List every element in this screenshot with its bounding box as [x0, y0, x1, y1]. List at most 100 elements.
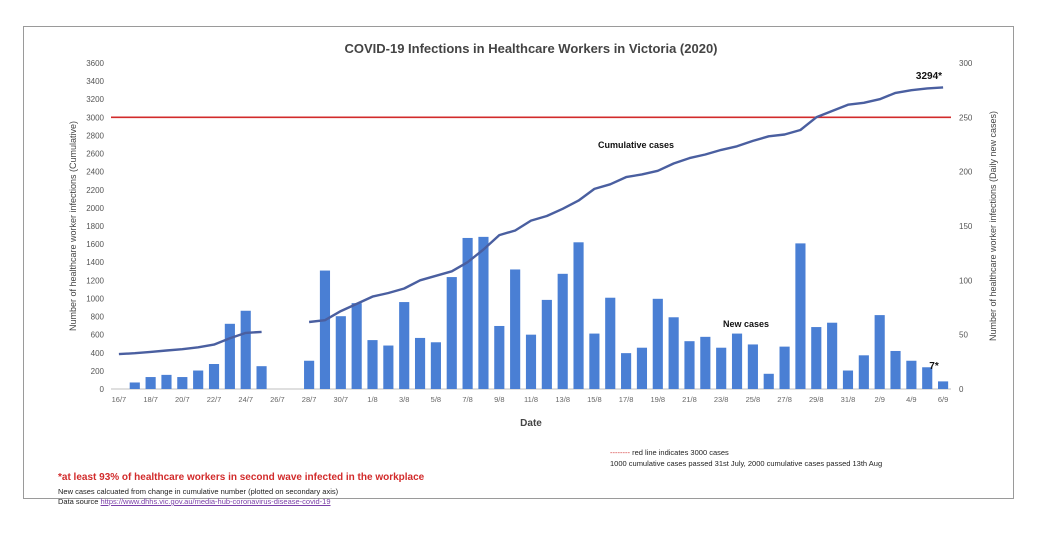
new-cases-bar	[621, 353, 632, 389]
new-cases-bar	[367, 340, 378, 389]
chart-svg: COVID-19 Infections in Healthcare Worker…	[68, 41, 998, 429]
right-y-tick-label: 0	[959, 385, 964, 394]
x-tick-label: 6/9	[938, 395, 948, 404]
x-tick-label: 23/8	[714, 395, 729, 404]
right-y-tick-label: 150	[959, 222, 973, 231]
new-cases-bar	[525, 334, 537, 389]
left-y-tick-label: 600	[91, 331, 105, 340]
x-tick-label: 9/8	[494, 395, 504, 404]
right-y-tick-label: 300	[959, 59, 973, 68]
milestones-note: 1000 cumulative cases passed 31st July, …	[610, 459, 883, 468]
new-cases-bar	[827, 322, 838, 389]
new-cases-bar	[494, 325, 505, 389]
final-cumulative-label: 3294*	[916, 71, 942, 82]
right-y-tick-label: 200	[959, 168, 973, 177]
new-cases-bar	[573, 242, 584, 389]
left-y-tick-label: 0	[100, 385, 105, 394]
new-cases-bar	[589, 333, 600, 389]
x-tick-label: 29/8	[809, 395, 824, 404]
left-y-tick-label: 400	[91, 349, 105, 358]
x-tick-label: 15/8	[587, 395, 602, 404]
new-cases-bar	[779, 346, 790, 389]
x-tick-label: 1/8	[367, 395, 377, 404]
chart-frame: COVID-19 Infections in Healthcare Worker…	[23, 26, 1014, 506]
new-cases-bar	[414, 337, 426, 389]
new-cases-bar	[716, 347, 727, 389]
data-source-label: Data source	[58, 497, 101, 506]
new-cases-label: New cases	[723, 319, 769, 329]
right-y-tick-label: 50	[959, 331, 968, 340]
new-cases-bar	[351, 303, 362, 389]
x-tick-label: 19/8	[650, 395, 665, 404]
x-tick-label: 17/8	[619, 395, 634, 404]
left-y-tick-label: 1000	[86, 294, 104, 303]
data-source-link[interactable]: https://www.dhhs.vic.gov.au/media-hub-co…	[100, 497, 331, 506]
x-tick-label: 26/7	[270, 395, 285, 404]
left-y-tick-label: 3000	[86, 113, 104, 122]
x-tick-label: 21/8	[682, 395, 697, 404]
new-cases-bar	[605, 297, 616, 389]
new-cases-bar	[478, 236, 489, 389]
x-tick-label: 5/8	[431, 395, 441, 404]
new-cases-bar	[652, 298, 663, 389]
new-cases-bar	[446, 277, 457, 389]
new-cases-bar	[858, 355, 869, 389]
left-y-tick-label: 1600	[86, 240, 104, 249]
new-cases-bar	[335, 316, 346, 389]
x-tick-label: 27/8	[777, 395, 792, 404]
calculation-note: New cases calcuated from change in cumul…	[58, 487, 339, 496]
x-tick-label: 25/8	[746, 395, 761, 404]
new-cases-bar	[240, 310, 251, 389]
left-y-tick-label: 2800	[86, 131, 104, 140]
left-y-tick-label: 1200	[86, 276, 104, 285]
left-y-tick-label: 2200	[86, 186, 104, 195]
cumulative-cases-line	[118, 330, 262, 356]
new-cases-bar	[890, 350, 901, 389]
new-cases-bar	[906, 360, 917, 389]
data-source-line: Data source https://www.dhhs.vic.gov.au/…	[58, 497, 331, 506]
x-tick-label: 7/8	[462, 395, 472, 404]
new-cases-bar	[319, 270, 331, 389]
red-line-legend-text: red line indicates 3000 cases	[629, 448, 729, 457]
new-cases-bar	[763, 373, 774, 389]
red-line-legend-dashes: --------	[610, 448, 630, 457]
x-tick-label: 11/8	[524, 395, 538, 404]
new-cases-bar	[874, 315, 885, 389]
right-y-tick-label: 100	[959, 276, 973, 285]
left-y-tick-label: 800	[91, 313, 105, 322]
new-cases-bar	[668, 317, 679, 389]
new-cases-bar	[430, 342, 441, 389]
x-tick-label: 16/7	[112, 395, 127, 404]
new-cases-bar	[795, 243, 806, 389]
left-y-tick-label: 2000	[86, 204, 104, 213]
left-y-tick-label: 1800	[86, 222, 104, 231]
left-y-tick-label: 3400	[86, 77, 104, 86]
right-y-tick-label: 250	[959, 113, 973, 122]
x-tick-label: 20/7	[175, 395, 190, 404]
left-y-tick-label: 200	[91, 367, 105, 376]
new-cases-bar	[383, 345, 394, 389]
left-y-axis-title: Number of healthcare worker infections (…	[68, 121, 78, 331]
x-tick-label: 31/8	[841, 395, 856, 404]
new-cases-bar	[938, 381, 949, 389]
new-cases-bar	[177, 377, 188, 389]
x-tick-label: 3/8	[399, 395, 409, 404]
left-y-tick-label: 2600	[86, 150, 104, 159]
final-new-cases-label: 7*	[929, 361, 939, 372]
new-cases-bar	[399, 302, 410, 389]
left-y-tick-label: 3200	[86, 95, 104, 104]
new-cases-bar	[922, 367, 933, 389]
new-cases-bar	[541, 299, 552, 389]
new-cases-bar	[700, 336, 711, 389]
new-cases-bar	[636, 347, 648, 389]
x-tick-label: 24/7	[238, 395, 253, 404]
cumulative-cases-line	[308, 86, 944, 324]
new-cases-bar	[747, 344, 758, 389]
new-cases-bar	[731, 333, 743, 389]
new-cases-bar	[161, 374, 172, 389]
new-cases-bar	[193, 370, 204, 389]
right-y-axis-title: Number of healthcare worker infections (…	[988, 111, 998, 341]
x-tick-label: 4/9	[906, 395, 916, 404]
new-cases-bar	[510, 269, 521, 389]
new-cases-bar	[129, 382, 140, 389]
